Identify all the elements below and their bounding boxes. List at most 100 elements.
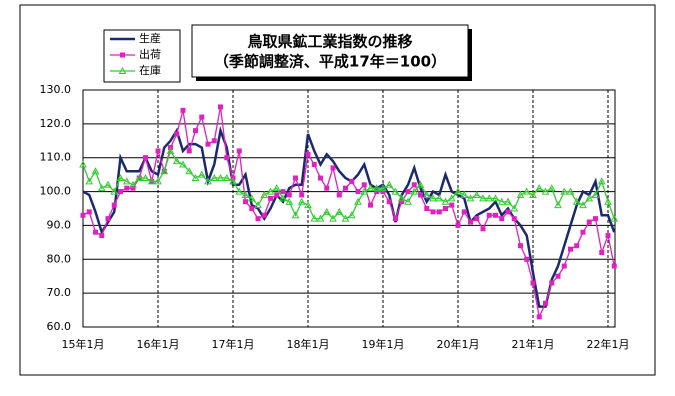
point — [405, 189, 411, 195]
chart-subtitle: （季節調整済、平成17年＝100） — [214, 53, 446, 71]
y-tick-label: 70.0 — [47, 286, 72, 299]
point — [468, 219, 473, 225]
point — [124, 185, 130, 191]
point — [585, 194, 594, 202]
point — [435, 194, 444, 202]
point — [443, 206, 448, 211]
point — [586, 219, 592, 225]
x-tick-label: 15年1月 — [62, 337, 105, 351]
y-tick-label: 120.0 — [40, 117, 72, 130]
point — [330, 165, 336, 171]
point — [210, 173, 219, 182]
point — [480, 226, 486, 232]
point — [286, 192, 292, 198]
legend-label: 生産 — [139, 31, 161, 45]
x-tick-label: 20年1月 — [437, 337, 480, 351]
point — [529, 190, 537, 198]
point — [274, 192, 280, 198]
point — [104, 180, 112, 188]
point — [379, 184, 387, 192]
point — [349, 178, 355, 184]
point — [466, 194, 475, 202]
point — [254, 201, 262, 209]
point — [372, 184, 381, 192]
point — [93, 229, 98, 235]
point — [79, 160, 87, 168]
point — [299, 192, 305, 198]
point — [599, 250, 605, 256]
point — [504, 197, 512, 205]
point — [97, 184, 106, 192]
point — [185, 167, 194, 175]
point — [530, 280, 536, 286]
point — [422, 190, 431, 198]
point — [197, 170, 206, 178]
point — [129, 180, 137, 188]
point — [229, 177, 237, 185]
point — [147, 177, 156, 185]
point — [591, 190, 600, 198]
point — [460, 190, 469, 198]
title-box — [191, 24, 469, 78]
point — [561, 263, 567, 269]
series-line — [82, 125, 616, 308]
point — [211, 138, 217, 144]
point — [143, 155, 148, 161]
point — [518, 243, 523, 249]
point — [141, 173, 150, 182]
point — [291, 211, 300, 219]
point — [566, 187, 575, 195]
point — [391, 187, 400, 195]
point — [130, 185, 136, 191]
point — [116, 173, 125, 182]
legend-marker — [118, 66, 127, 74]
point — [430, 209, 436, 215]
point — [541, 187, 550, 195]
point — [218, 104, 223, 110]
point — [85, 177, 94, 185]
x-tick-label: 22年1月 — [587, 337, 630, 351]
point — [604, 197, 612, 205]
point — [574, 243, 580, 249]
point — [386, 199, 392, 205]
point — [368, 202, 373, 208]
y-tick-label: 110.0 — [40, 151, 72, 164]
point — [318, 175, 323, 181]
x-tick-label: 19年1月 — [362, 337, 405, 351]
point — [179, 160, 187, 168]
point — [454, 187, 462, 195]
point — [410, 187, 419, 195]
point — [549, 280, 555, 286]
x-tick-label: 16年1月 — [137, 337, 180, 351]
x-tick-label: 17年1月 — [212, 337, 255, 351]
point — [180, 107, 186, 113]
point — [135, 173, 144, 182]
point — [547, 184, 556, 192]
point — [572, 197, 581, 205]
point — [80, 212, 86, 218]
x-tick-label: 21年1月 — [512, 337, 555, 351]
point — [429, 194, 437, 202]
x-tick-label: 18年1月 — [287, 337, 330, 351]
point — [110, 187, 119, 195]
point — [511, 216, 517, 222]
point — [160, 167, 169, 175]
point — [385, 180, 394, 188]
point — [166, 146, 175, 154]
point — [516, 190, 525, 198]
point — [172, 157, 181, 165]
point — [424, 206, 430, 211]
point — [311, 161, 317, 167]
point — [272, 184, 281, 192]
point — [329, 214, 337, 222]
y-tick-label: 100.0 — [40, 185, 72, 198]
point — [260, 190, 269, 198]
point — [418, 192, 423, 198]
point — [505, 209, 511, 215]
point — [241, 190, 250, 198]
point — [341, 214, 350, 222]
plot-area — [82, 89, 616, 328]
point — [86, 209, 92, 215]
point — [122, 177, 131, 185]
